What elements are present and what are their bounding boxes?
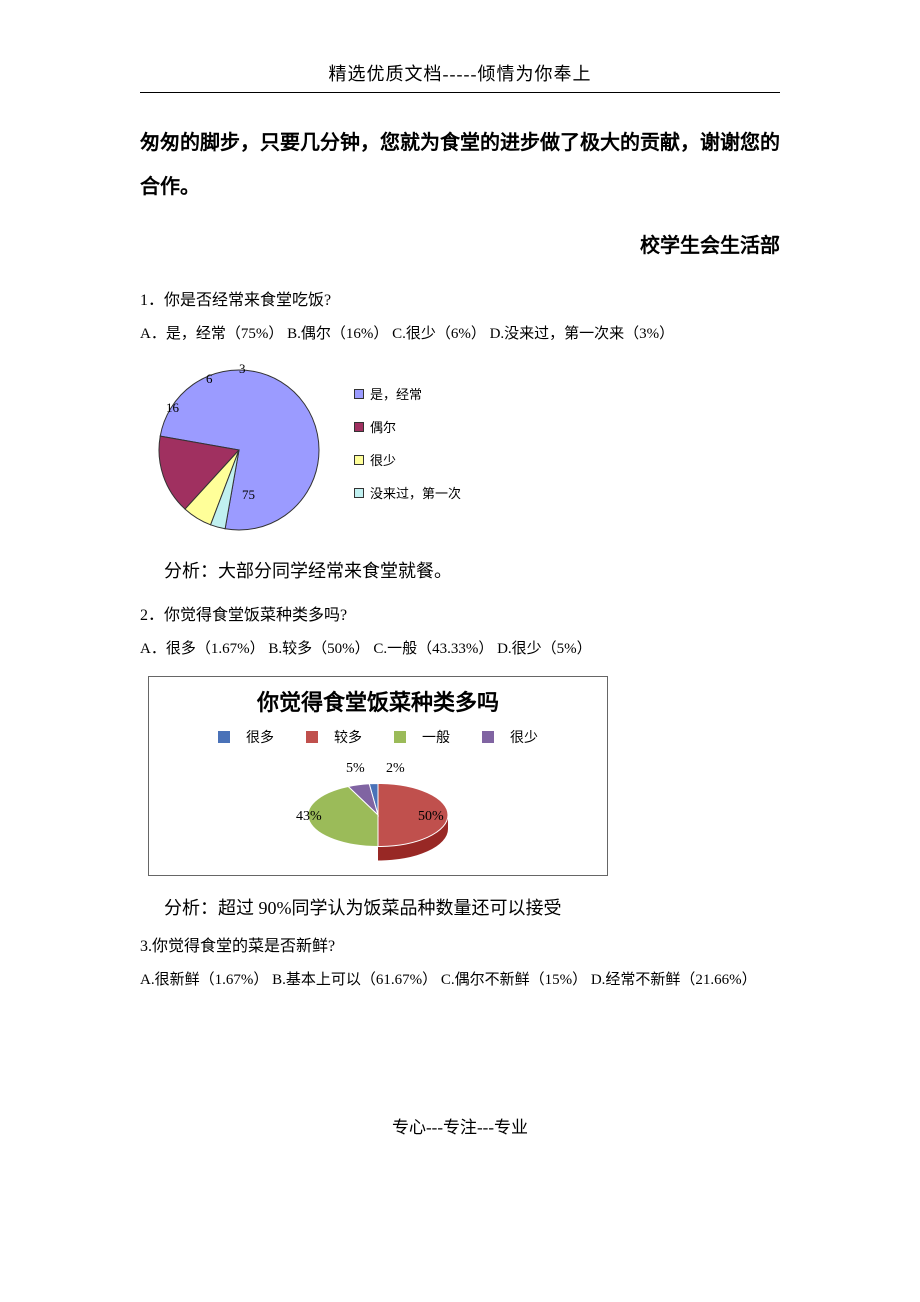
pie1-value-label: 75 bbox=[242, 487, 255, 503]
legend-item: 很多 bbox=[210, 731, 282, 746]
q3-options: A.很新鲜（1.67%） B.基本上可以（61.67%） C.偶尔不新鲜（15%… bbox=[140, 968, 780, 994]
legend-swatch bbox=[482, 731, 494, 743]
question-2: 2．你觉得食堂饭菜种类多吗? A．很多（1.67%） B.较多（50%） C.一… bbox=[140, 603, 780, 876]
q2-legend: 很多 较多 一般 很少 bbox=[149, 727, 607, 747]
pie2-value-label: 50% bbox=[418, 809, 444, 825]
q1-options: A．是，经常（75%） B.偶尔（16%） C.很少（6%） D.没来过，第一次… bbox=[140, 322, 780, 348]
pie2-value-label: 5% bbox=[346, 761, 365, 777]
legend-item: 没来过，第一次 bbox=[354, 483, 461, 502]
q2-analysis: 分析：超过 90%同学认为饭菜品种数量还可以接受 bbox=[164, 894, 780, 920]
legend-item: 很少 bbox=[354, 450, 461, 469]
q2-options: A．很多（1.67%） B.较多（50%） C.一般（43.33%） D.很少（… bbox=[140, 637, 780, 663]
legend-swatch bbox=[218, 731, 230, 743]
question-3: 3.你觉得食堂的菜是否新鲜? A.很新鲜（1.67%） B.基本上可以（61.6… bbox=[140, 934, 780, 993]
legend-swatch bbox=[354, 422, 364, 432]
legend-label: 一般 bbox=[422, 731, 450, 746]
legend-label: 没来过，第一次 bbox=[370, 483, 461, 502]
legend-label: 很少 bbox=[510, 731, 538, 746]
q1-chart: 751663 是，经常偶尔很少没来过，第一次 bbox=[154, 365, 780, 535]
legend-swatch bbox=[354, 389, 364, 399]
legend-label: 较多 bbox=[334, 731, 362, 746]
intro-paragraph: 匆匆的脚步，只要几分钟，您就为食堂的进步做了极大的贡献，谢谢您的合作。 bbox=[140, 121, 780, 209]
q1-text: 1．你是否经常来食堂吃饭? bbox=[140, 288, 780, 314]
question-1: 1．你是否经常来食堂吃饭? A．是，经常（75%） B.偶尔（16%） C.很少… bbox=[140, 288, 780, 535]
legend-item: 较多 bbox=[298, 731, 370, 746]
q3-text: 3.你觉得食堂的菜是否新鲜? bbox=[140, 934, 780, 960]
legend-label: 很多 bbox=[246, 731, 274, 746]
legend-swatch bbox=[394, 731, 406, 743]
q2-chart: 你觉得食堂饭菜种类多吗 很多 较多 一般 很少 50% 43% 5% 2% bbox=[148, 676, 608, 876]
pie1-value-label: 16 bbox=[166, 400, 179, 416]
q1-analysis: 分析：大部分同学经常来食堂就餐。 bbox=[164, 557, 780, 583]
legend-item: 是，经常 bbox=[354, 384, 461, 403]
pie1-value-label: 3 bbox=[239, 361, 246, 377]
page-header: 精选优质文档-----倾情为你奉上 bbox=[140, 60, 780, 93]
q1-legend: 是，经常偶尔很少没来过，第一次 bbox=[354, 384, 461, 516]
legend-item: 一般 bbox=[386, 731, 458, 746]
q1-pie: 751663 bbox=[154, 365, 324, 535]
pie2-value-label: 43% bbox=[296, 809, 322, 825]
legend-label: 很少 bbox=[370, 450, 396, 469]
pie-chart-1 bbox=[154, 365, 324, 535]
q2-pie: 50% 43% 5% 2% bbox=[268, 753, 488, 863]
pie-chart-2 bbox=[268, 753, 488, 863]
pie1-value-label: 6 bbox=[206, 371, 213, 387]
q2-chart-title: 你觉得食堂饭菜种类多吗 bbox=[149, 685, 607, 717]
legend-item: 很少 bbox=[474, 731, 546, 746]
legend-label: 是，经常 bbox=[370, 384, 422, 403]
legend-item: 偶尔 bbox=[354, 417, 461, 436]
legend-swatch bbox=[354, 455, 364, 465]
q2-text: 2．你觉得食堂饭菜种类多吗? bbox=[140, 603, 780, 629]
legend-swatch bbox=[306, 731, 318, 743]
page-footer: 专心---专注---专业 bbox=[140, 1113, 780, 1138]
signature: 校学生会生活部 bbox=[140, 229, 780, 258]
pie2-value-label: 2% bbox=[386, 761, 405, 777]
legend-label: 偶尔 bbox=[370, 417, 396, 436]
legend-swatch bbox=[354, 488, 364, 498]
